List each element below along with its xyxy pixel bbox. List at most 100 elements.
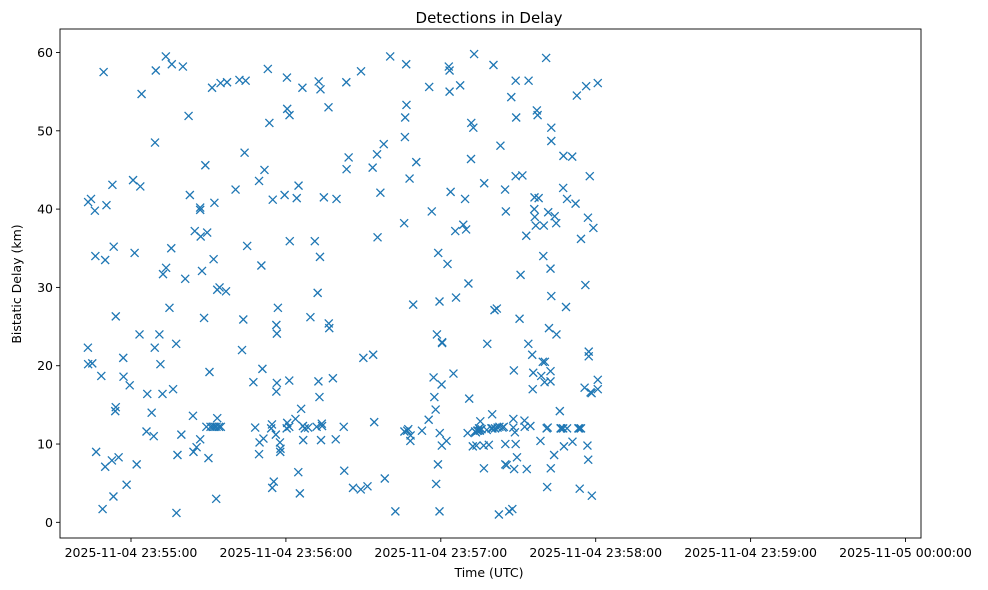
data-point [317, 419, 327, 429]
data-point [402, 100, 411, 110]
data-point [574, 423, 584, 433]
data-point [417, 426, 427, 436]
data-point [531, 221, 541, 231]
data-point [499, 422, 509, 432]
data-point [523, 339, 533, 349]
chart-title: Detections in Delay [416, 9, 563, 27]
data-point [263, 64, 273, 74]
data-point [296, 404, 306, 414]
data-point [538, 251, 548, 261]
data-point [98, 504, 108, 514]
data-point [241, 76, 251, 86]
data-point [158, 269, 168, 279]
data-point [313, 376, 323, 386]
data-point [583, 213, 593, 223]
plot-area-frame [59, 28, 922, 539]
data-point [267, 419, 277, 429]
data-point [435, 297, 444, 306]
data-point [90, 206, 100, 216]
data-point [536, 371, 546, 381]
data-point [280, 190, 290, 200]
data-point [466, 118, 476, 128]
data-point [573, 423, 583, 433]
data-point [109, 242, 119, 252]
data-point [495, 141, 505, 151]
data-point [571, 199, 581, 209]
data-point [546, 123, 556, 133]
data-point [171, 339, 181, 349]
data-point [463, 428, 473, 438]
data-point [429, 373, 439, 382]
data-point [380, 474, 390, 483]
data-point [161, 51, 171, 61]
data-point [542, 482, 552, 492]
data-point [372, 149, 382, 159]
data-point [546, 376, 555, 386]
data-point [316, 84, 325, 94]
data-point [305, 312, 315, 322]
data-point [528, 368, 538, 378]
data-point [448, 369, 458, 379]
data-point [471, 441, 481, 451]
data-point [348, 483, 358, 493]
data-point [254, 176, 264, 186]
data-point [254, 449, 264, 459]
data-point [468, 441, 478, 451]
data-point [316, 435, 326, 445]
data-point [427, 206, 437, 216]
data-point [546, 463, 556, 473]
y-tick-label: 20 [37, 358, 53, 373]
data-point [482, 339, 492, 349]
data-point [552, 329, 561, 339]
data-point [479, 463, 489, 473]
data-point [180, 274, 190, 284]
data-point [107, 180, 117, 190]
data-point [408, 300, 418, 310]
data-point [195, 434, 205, 444]
data-point [344, 152, 354, 162]
data-point [107, 456, 117, 465]
data-point [411, 157, 421, 167]
data-point [533, 110, 543, 120]
data-point [184, 111, 194, 121]
data-point [585, 171, 595, 181]
data-point [521, 231, 531, 241]
data-point [197, 266, 207, 276]
data-point [319, 192, 329, 202]
data-point [432, 329, 442, 339]
y-tick-label: 10 [37, 437, 53, 452]
data-point [502, 460, 512, 470]
data-point [176, 430, 186, 440]
data-point [443, 259, 452, 269]
data-point [559, 441, 569, 451]
data-point [128, 175, 138, 185]
data-point [549, 450, 559, 460]
data-point [142, 427, 151, 436]
data-point [584, 351, 594, 361]
x-tick-label: 2025-11-04 23:55:00 [65, 545, 198, 560]
data-point [222, 77, 232, 87]
data-point [294, 181, 304, 191]
data-point [593, 78, 603, 88]
data-point [147, 408, 157, 418]
data-point [242, 241, 252, 251]
data-point [284, 376, 294, 386]
data-point [558, 183, 568, 193]
data-point [91, 447, 101, 457]
data-point [511, 76, 521, 86]
data-point [528, 384, 538, 394]
data-point [538, 357, 548, 367]
data-point [433, 459, 443, 469]
data-point [446, 187, 456, 197]
data-point [339, 422, 349, 432]
data-point [390, 506, 400, 516]
data-point [593, 375, 603, 385]
data-point [108, 492, 118, 501]
data-point [273, 303, 283, 313]
data-point [178, 62, 188, 72]
data-point [568, 437, 577, 447]
data-point [188, 411, 198, 421]
data-point [268, 195, 278, 205]
data-point [196, 232, 206, 241]
data-point [275, 447, 285, 457]
